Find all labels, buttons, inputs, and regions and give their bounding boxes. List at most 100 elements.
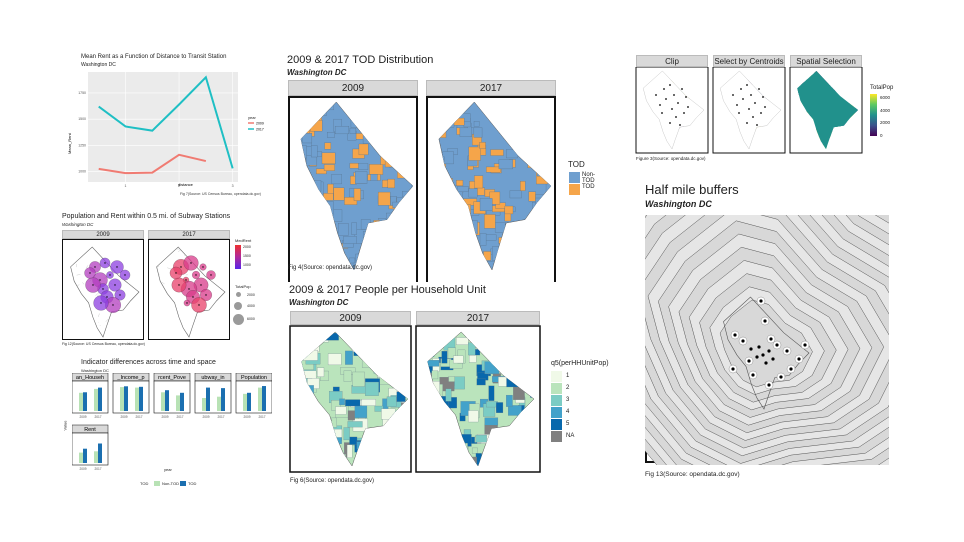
rent-chart-title: Mean Rent as a Function of Distance to T… xyxy=(81,54,227,60)
tod-maps xyxy=(300,101,552,271)
station-point xyxy=(761,353,765,357)
tract xyxy=(459,204,471,219)
indicator-title: Indicator differences across time and sp… xyxy=(81,359,216,366)
tract xyxy=(519,265,531,270)
station-point xyxy=(741,339,745,343)
tract xyxy=(321,152,336,165)
tract xyxy=(500,257,511,270)
tract xyxy=(506,394,513,407)
pop-rent-panel: Population and Rent within 0.5 mi. of Su… xyxy=(62,208,272,350)
station-point xyxy=(742,98,744,100)
indicator-bar xyxy=(79,392,83,411)
people-legend-label: 2 xyxy=(566,385,570,391)
tract xyxy=(525,109,539,123)
tract xyxy=(488,385,495,401)
people-strip-2017: 2017 xyxy=(416,311,540,325)
clip-legend-title: TotalPop xyxy=(870,85,894,91)
tract xyxy=(300,180,312,193)
tract xyxy=(411,180,413,193)
rent-chart-panel: Mean Rent as a Function of Distance to T… xyxy=(62,50,272,202)
tract xyxy=(446,207,461,215)
tract xyxy=(517,104,530,111)
people-legend-label: 1 xyxy=(566,373,570,379)
station-point xyxy=(102,288,104,290)
tract xyxy=(486,166,501,173)
legend-swatch-5 xyxy=(551,419,562,430)
station-point xyxy=(669,84,671,86)
indicator-legend-non-tod: Non-TOD xyxy=(162,481,180,486)
rent-line-chart: 1000 1250 1500 1750 1 2 3 Mean_Rent distance 2… xyxy=(67,72,264,188)
people-maps xyxy=(289,325,541,473)
station-point xyxy=(94,266,96,268)
station-point xyxy=(679,124,681,126)
tract xyxy=(300,145,307,159)
tract xyxy=(302,168,309,179)
tract xyxy=(530,153,542,161)
tract xyxy=(479,233,487,246)
tract xyxy=(380,220,386,227)
tract xyxy=(409,131,413,145)
tract xyxy=(504,205,514,215)
indicator-bar xyxy=(83,392,87,411)
station-point xyxy=(89,272,91,274)
tract xyxy=(364,381,379,396)
facet-label: _Income_p xyxy=(116,375,144,381)
tract xyxy=(431,370,439,380)
tract xyxy=(362,134,377,144)
tract xyxy=(317,367,325,377)
indicator-bar xyxy=(135,387,139,411)
size-legend-dot xyxy=(233,314,244,325)
tract xyxy=(466,240,473,255)
facet-panel xyxy=(194,380,232,414)
tract xyxy=(404,213,413,223)
totalpop-tick: 6000 xyxy=(247,317,255,321)
tract xyxy=(387,148,402,155)
people-legend-label: 3 xyxy=(566,397,570,403)
tract xyxy=(468,410,479,423)
tract xyxy=(486,401,498,408)
tract xyxy=(509,190,522,199)
tract xyxy=(440,214,450,222)
indicator-bar xyxy=(83,448,87,463)
tract xyxy=(451,257,465,270)
indicator-bar xyxy=(202,398,206,411)
tract-line xyxy=(161,282,165,285)
tract-line xyxy=(82,282,85,285)
indicator-ylabel: Value xyxy=(62,420,68,431)
tract xyxy=(359,104,369,117)
tract xyxy=(350,117,357,128)
tract xyxy=(345,399,361,407)
station-point xyxy=(769,337,773,341)
indicator-bar xyxy=(98,387,102,411)
legend-swatch-non-tod xyxy=(154,481,160,486)
tract xyxy=(483,251,492,261)
tract xyxy=(309,208,317,222)
station-point xyxy=(767,349,771,353)
tract xyxy=(319,103,327,116)
clip-tick: 6000 xyxy=(880,95,891,100)
station-point xyxy=(112,304,114,306)
tract xyxy=(324,201,334,216)
tract xyxy=(543,119,551,125)
station-point xyxy=(104,262,106,264)
tract xyxy=(358,163,369,170)
tract xyxy=(318,224,329,237)
rent-legend-title: year xyxy=(248,115,256,120)
indicator-bar xyxy=(98,443,102,463)
tract xyxy=(391,142,399,151)
tract xyxy=(392,113,399,124)
station-point xyxy=(797,357,801,361)
tract xyxy=(361,399,376,406)
tract xyxy=(402,191,412,197)
station-point xyxy=(764,106,766,108)
tract xyxy=(513,133,521,143)
tract xyxy=(400,140,412,149)
tract xyxy=(377,191,391,206)
y-tick-label: 1250 xyxy=(78,143,86,147)
tract xyxy=(398,203,411,213)
tract xyxy=(514,106,528,114)
tract xyxy=(343,236,357,244)
tract xyxy=(363,238,377,245)
tract xyxy=(508,405,522,416)
tract xyxy=(376,124,387,137)
